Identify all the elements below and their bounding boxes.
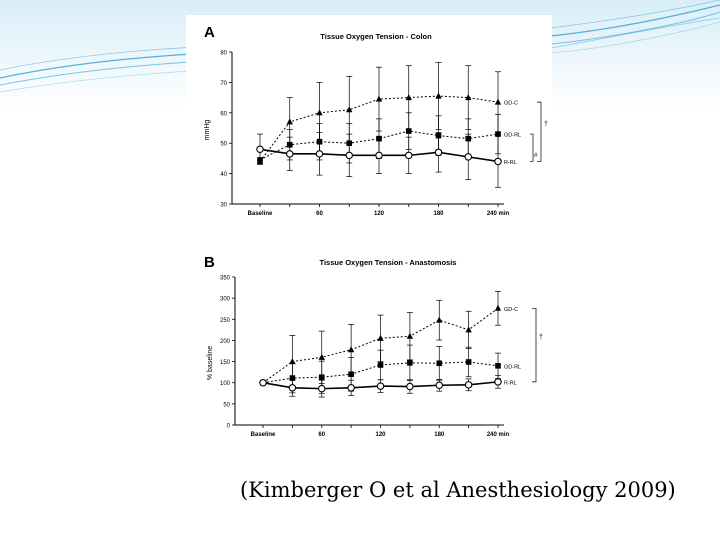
data-point-square	[465, 359, 472, 365]
y-tick-label: 50	[220, 142, 227, 148]
x-tick-label: 120	[374, 211, 385, 217]
series-line-gd-rl	[262, 361, 499, 384]
legend-label: GD-RL	[504, 364, 521, 370]
legend-label: GD-C	[504, 307, 518, 313]
data-point-circle	[375, 151, 383, 160]
significance-bracket	[530, 133, 534, 162]
data-point-square	[407, 360, 413, 366]
y-axis-label: mmHg	[204, 120, 211, 141]
data-point-square	[318, 374, 325, 381]
x-tick-label: 120	[375, 432, 386, 438]
data-point-circle	[256, 145, 264, 154]
data-point-triangle	[494, 304, 502, 311]
data-point-circle	[464, 153, 472, 161]
x-tick-label: 240 min	[487, 211, 510, 217]
x-tick-label: 240 min	[487, 432, 510, 438]
legend-label: R-RL	[504, 160, 517, 166]
data-point-square	[495, 131, 501, 137]
data-point-square	[436, 360, 443, 367]
y-tick-label: 250	[220, 318, 231, 324]
plot-area: 0 50 100 150 200 250 300 350 Baseline 60 120 180 240…	[220, 276, 543, 439]
data-point-circle	[405, 151, 413, 160]
y-axis-label: % baseline	[207, 346, 214, 380]
y-tick-label: 150	[220, 360, 231, 366]
data-point-triangle	[465, 326, 472, 333]
chart-title: Tissue Oxygen Tension - Anastomosis	[320, 258, 457, 267]
data-point-circle	[494, 378, 502, 386]
data-point-square	[289, 375, 296, 381]
legend-label: R-RL	[504, 380, 517, 386]
chart-title: Tissue Oxygen Tension - Colon	[320, 32, 432, 41]
y-tick-label: 350	[220, 276, 231, 282]
data-point-triangle	[435, 92, 442, 99]
data-point-square	[495, 363, 501, 369]
data-point-triangle	[494, 98, 502, 105]
y-tick-label: 30	[220, 203, 227, 209]
data-point-triangle	[316, 109, 323, 116]
data-point-circle	[435, 381, 444, 390]
data-point-triangle	[465, 94, 472, 101]
dagger-annotation: †	[544, 121, 548, 128]
y-tick-label: 200	[220, 339, 231, 345]
y-tick-label: 0	[227, 424, 231, 430]
data-point-triangle	[318, 353, 325, 360]
data-point-square	[405, 128, 412, 134]
legend-label: GD-RL	[504, 133, 521, 139]
data-point-triangle	[436, 316, 443, 323]
y-tick-label: 60	[220, 111, 227, 117]
x-tick-label: 60	[316, 211, 323, 217]
data-point-circle	[347, 384, 355, 392]
data-point-triangle	[375, 95, 383, 102]
series-line-gd-c	[259, 95, 499, 162]
panel-letter: A	[204, 24, 215, 41]
data-point-circle	[345, 151, 354, 160]
data-point-circle	[434, 148, 443, 157]
chart-colon: A Tissue Oxygen Tension - Colon mmHg 30 4…	[204, 24, 548, 218]
y-tick-label: 50	[223, 402, 230, 408]
dagger-annotation: †	[539, 334, 543, 341]
data-point-circle	[318, 384, 326, 393]
data-point-circle	[406, 382, 414, 391]
data-point-square	[348, 371, 354, 378]
y-tick-label: 100	[220, 381, 231, 387]
x-tick-label: Baseline	[248, 211, 273, 217]
panel-letter: B	[204, 254, 215, 271]
y-tick-label: 40	[220, 172, 227, 178]
data-point-triangle	[289, 358, 296, 365]
legend-label: GD-C	[504, 101, 518, 107]
x-tick-label: Baseline	[251, 432, 276, 438]
data-point-circle	[464, 381, 473, 389]
chart-anastomosis: B Tissue Oxygen Tension - Anastomosis % …	[204, 254, 543, 439]
data-point-triangle	[286, 118, 293, 125]
data-point-circle	[494, 157, 502, 166]
data-point-square	[377, 362, 384, 368]
data-point-circle	[315, 150, 324, 158]
data-point-circle	[259, 378, 267, 387]
significance-bracket	[532, 307, 537, 383]
figure-panel-a: A Tissue Oxygen Tension - Colon mmHg 30 4…	[186, 15, 552, 220]
data-point-circle	[288, 384, 297, 392]
x-tick-label: 60	[318, 432, 325, 438]
figure-panel-b: B Tissue Oxygen Tension - Anastomosis % …	[198, 245, 546, 445]
y-tick-label: 300	[220, 297, 231, 303]
data-point-circle	[286, 150, 294, 158]
x-tick-label: 180	[434, 432, 445, 438]
y-tick-label: 80	[220, 51, 227, 57]
data-point-triangle	[406, 332, 414, 339]
citation-caption: (Kimberger O et al Anesthesiology 2009)	[240, 478, 676, 502]
plot-area: 30 40 50 60 70 80 Baseline 60 120 180 240 min GD-C G…	[220, 51, 548, 218]
significance-bracket	[537, 101, 542, 162]
x-tick-label: 180	[433, 211, 444, 217]
y-tick-label: 70	[220, 81, 227, 87]
data-point-triangle	[377, 334, 384, 341]
data-point-triangle	[347, 346, 355, 353]
data-point-triangle	[405, 94, 412, 101]
data-point-circle	[376, 382, 385, 390]
hash-annotation: #	[534, 153, 538, 159]
data-point-triangle	[346, 106, 353, 113]
